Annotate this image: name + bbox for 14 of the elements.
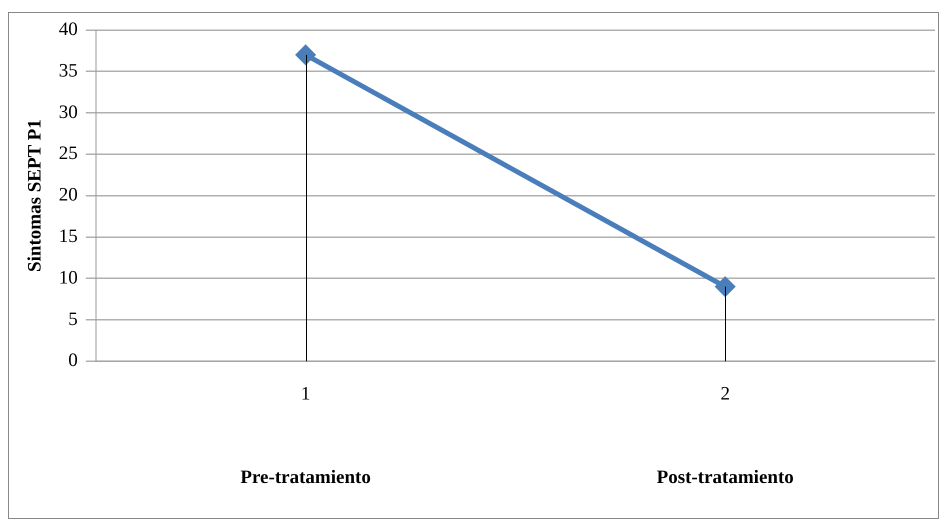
y-tick-label: 35 — [58, 60, 78, 82]
y-tick-label: 15 — [58, 226, 78, 247]
y-tick-label: 0 — [68, 350, 78, 372]
y-tick-label: 20 — [58, 184, 78, 206]
x-tick-label: 2 — [720, 384, 730, 405]
y-tick-label: 5 — [68, 308, 78, 330]
y-tick-label: 10 — [58, 267, 78, 288]
y-axis-title: Sintomas SEPT P1 — [24, 119, 46, 272]
x-tick-label: 1 — [300, 384, 310, 405]
y-tick-label: 25 — [58, 143, 78, 164]
text: Pre-tratamiento — [240, 466, 371, 488]
y-tick-label: 30 — [58, 102, 78, 123]
text: Post-tratamiento — [656, 466, 794, 488]
y-tick-label: 40 — [58, 18, 78, 40]
